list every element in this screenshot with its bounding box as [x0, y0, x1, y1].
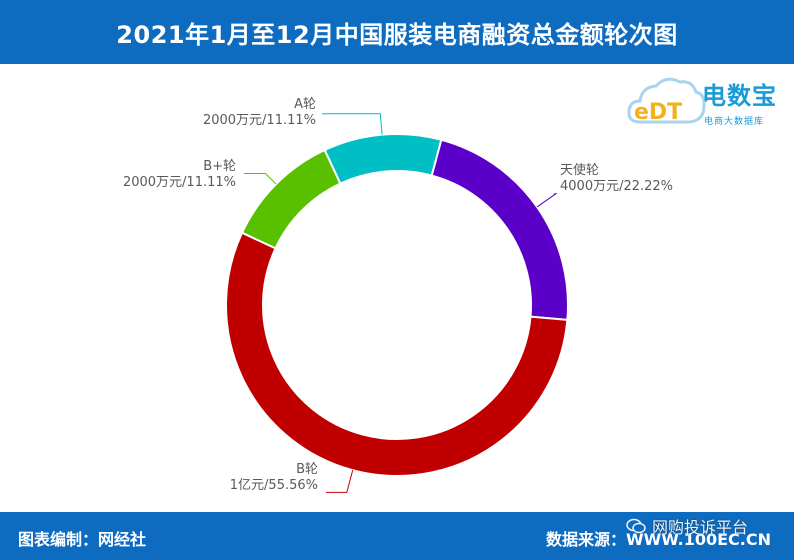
logo-subtitle: 电商大数据库 [704, 117, 765, 127]
wechat-icon [626, 518, 646, 534]
donut-slice [225, 231, 569, 477]
logo-mark: eDT [634, 100, 682, 125]
slice-name-label: 天使轮 [560, 162, 599, 178]
cloud-logo-icon: eDT [627, 77, 706, 125]
slice-value-label: 1亿元/55.56% [230, 478, 318, 493]
footer-bar: 图表编制：网经社 数据来源：WWW.100EC.CN [0, 512, 794, 560]
donut-slice [240, 148, 342, 250]
slice-value-label: 2000万元/11.11% [123, 175, 236, 190]
footer-credit: 图表编制：网经社 [18, 530, 147, 549]
slice-value-label: 4000万元/22.22% [560, 179, 673, 194]
footer-source: 数据来源：WWW.100EC.CN [546, 530, 772, 549]
slice-name-label: B轮 [296, 462, 318, 477]
watermark-text: 网购投诉平台 [652, 518, 749, 537]
slice-name-label: A轮 [294, 97, 316, 112]
leader-line [326, 470, 354, 493]
slice-value-label: 2000万元/11.11% [203, 113, 316, 128]
leader-line [322, 113, 383, 135]
slice-name-label: B+轮 [203, 159, 236, 174]
leader-line [536, 193, 558, 208]
title-bar: 2021年1月至12月中国服装电商融资总金额轮次图 [0, 0, 794, 64]
donut-slice [323, 133, 443, 185]
watermark: 网购投诉平台 [626, 514, 748, 538]
chart-title: 2021年1月至12月中国服装电商融资总金额轮次图 [116, 20, 678, 49]
donut-slice [430, 138, 569, 321]
edt-logo: eDT 电数宝 电商大数据库 [626, 70, 786, 134]
leader-line [244, 172, 277, 185]
logo-brand: 电数宝 [702, 82, 777, 110]
